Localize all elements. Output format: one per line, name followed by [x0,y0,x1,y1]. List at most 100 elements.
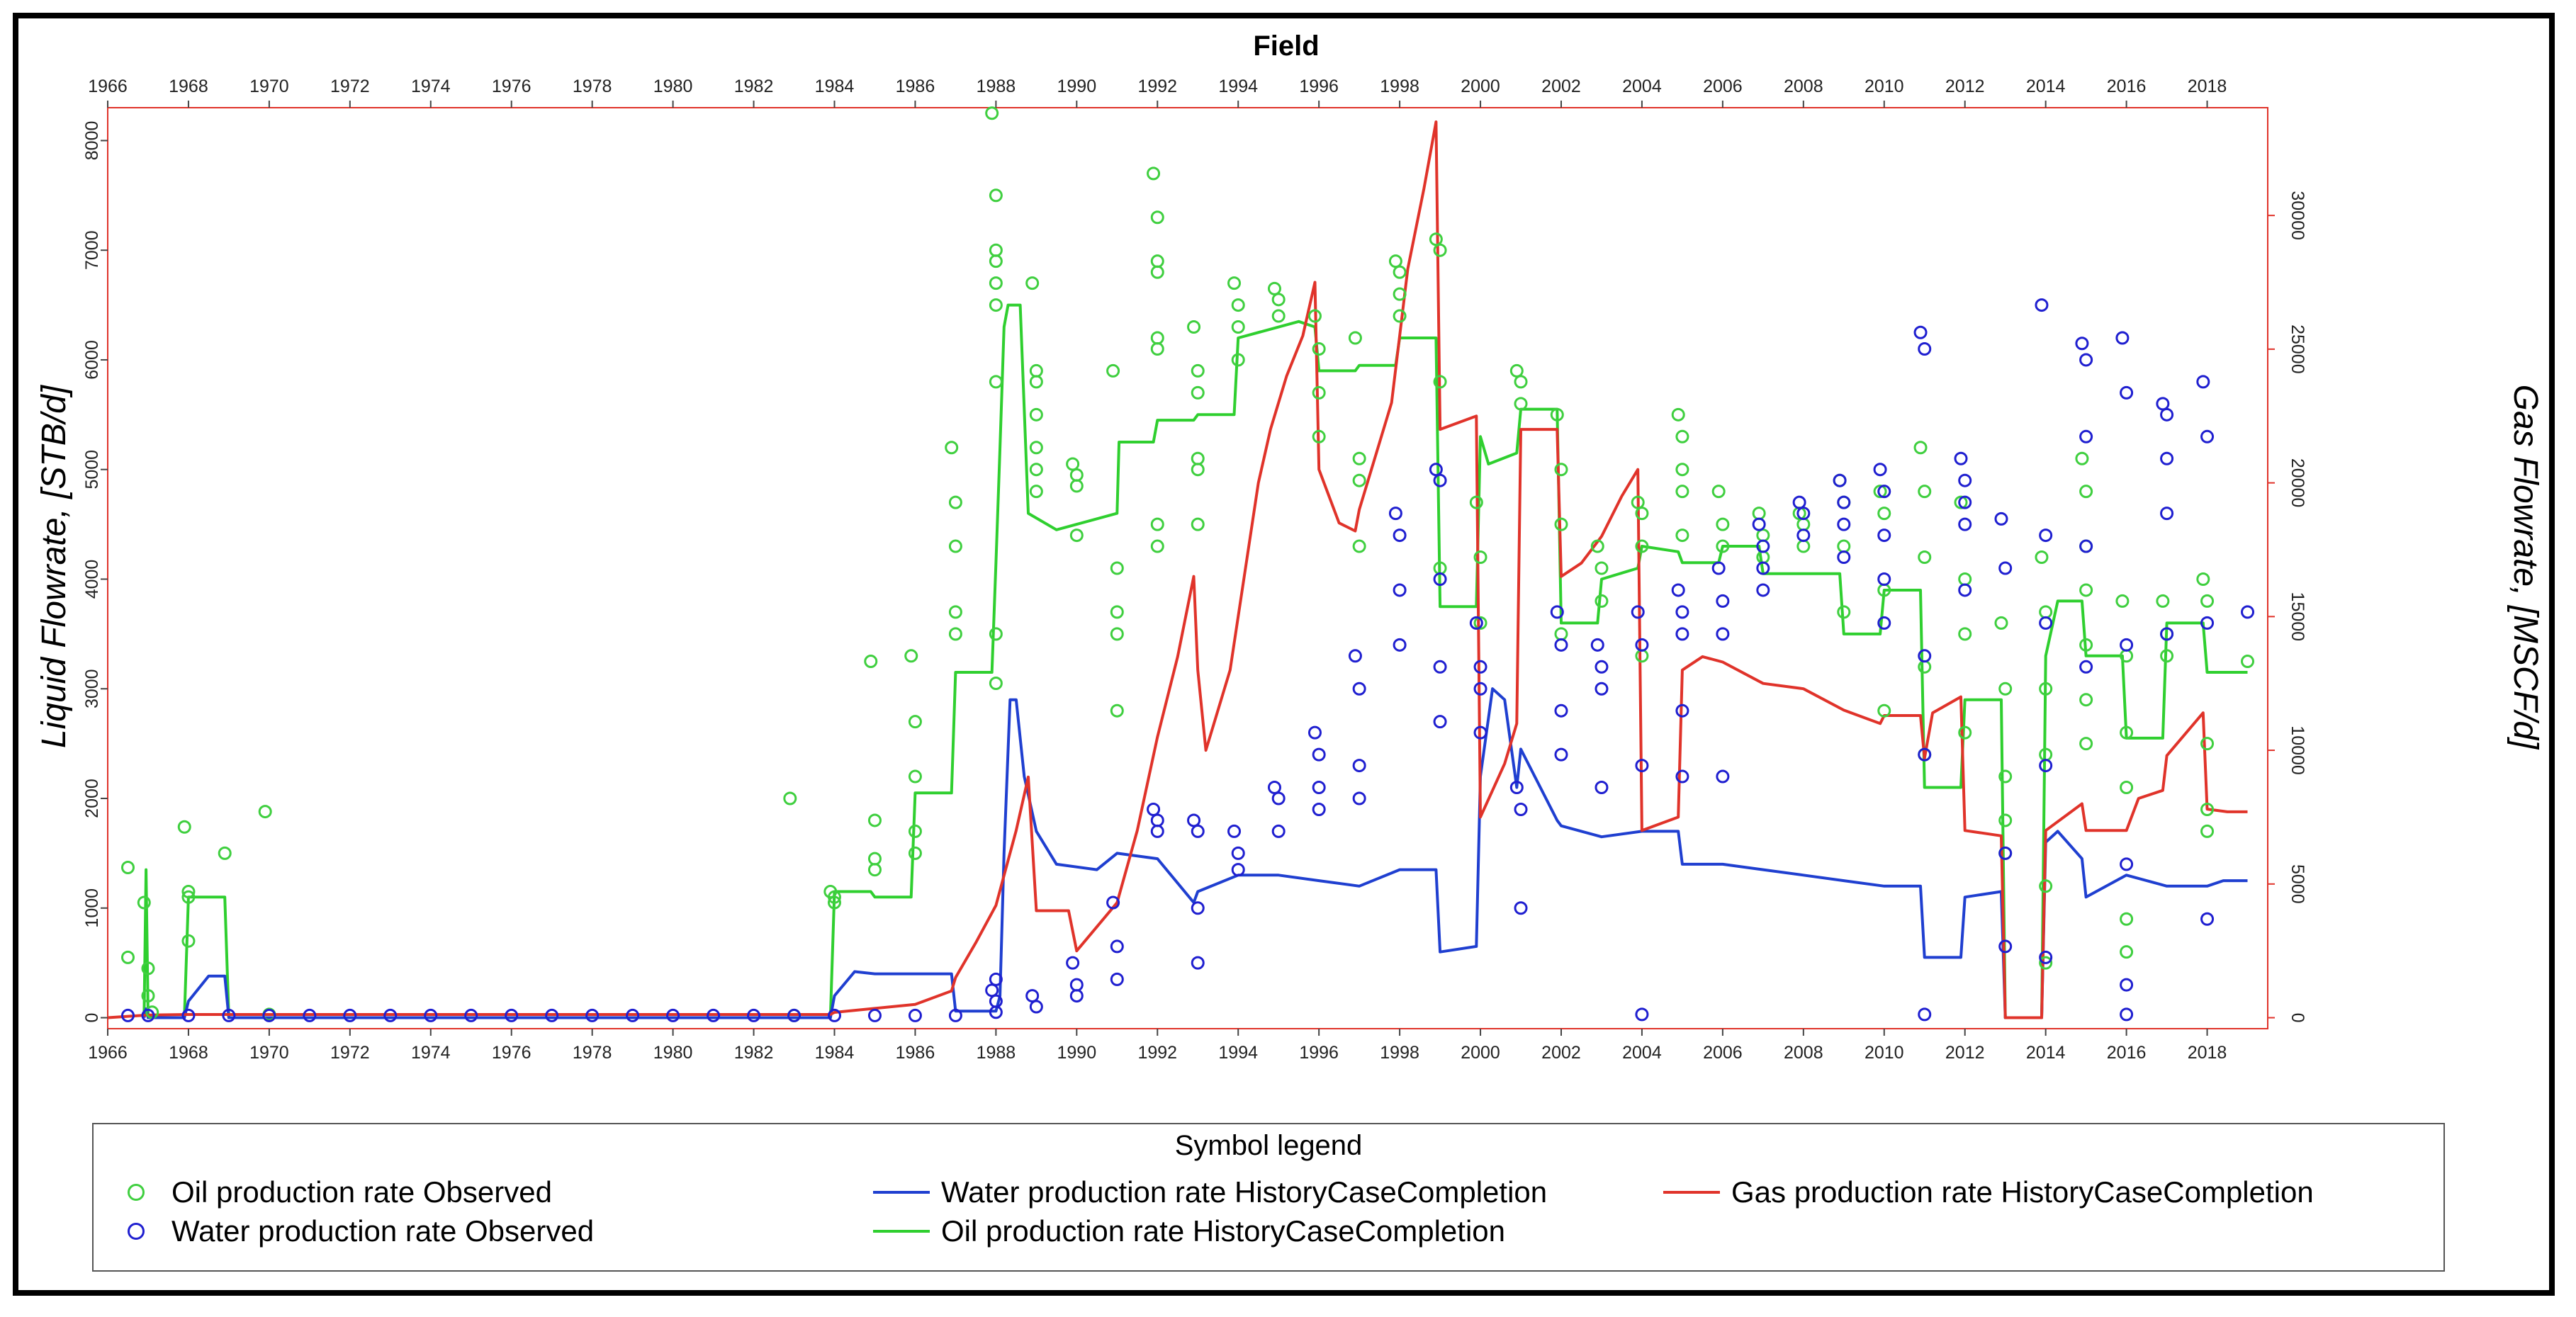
oil-observed-point [1877,507,1891,521]
water-observed-point [1635,759,1649,773]
x-tick-label-bottom: 2000 [1461,1043,1500,1063]
water-observed-point [1877,572,1891,586]
water-observed-point [1110,972,1124,986]
y-tick-label: 0 [82,1013,102,1023]
x-tick-label-top: 1974 [411,77,451,96]
water-observed-point [1473,660,1487,674]
water-observed-point [1554,703,1568,718]
water-observed-point [1110,939,1124,954]
oil-observed-point [1752,507,1766,521]
water-observed-point [989,972,1003,986]
oil-observed-point [1352,451,1366,465]
oil-observed-point [2079,638,2093,652]
water-observed-point [464,1008,478,1022]
water-observed-point [2079,539,2093,553]
oil-observed-point [867,863,882,877]
water-observed-point [1025,989,1040,1003]
x-tick-label-top: 2018 [2188,77,2227,96]
water-observed-point [303,1008,317,1022]
x-tick-label-top: 1972 [330,77,370,96]
water-observed-point [383,1008,398,1022]
x-tick-label-top: 1996 [1299,77,1339,96]
x-tick-label-top: 2000 [1461,77,1500,96]
oil-observed-point [867,852,882,866]
x-tick-label-top: 1968 [169,77,208,96]
oil-observed-point [1594,594,1609,608]
oil-observed-point [989,254,1003,269]
oil-observed-point [989,298,1003,312]
water-observed-point [1393,583,1407,597]
x-tick-label-top: 1998 [1380,77,1419,96]
y2-tick-label: 25000 [2288,324,2307,374]
oil-observed-point [1958,572,1972,586]
water-observed-point [2156,397,2170,411]
y-tick-label: 8000 [82,121,102,161]
oil-observed-point [1590,539,1604,553]
water-observed-point [1348,649,1362,663]
oil-observed-point [827,895,841,910]
water-observed-point [1594,781,1609,795]
water-observed-point [1191,824,1205,838]
x-tick-label-bottom: 2006 [1703,1043,1743,1063]
x-tick-label-bottom: 2012 [1945,1043,1985,1063]
oil-observed-point [989,627,1003,641]
oil-observed-point [1312,385,1326,400]
water-observed-point [1877,616,1891,630]
oil-observed-point [985,106,999,120]
oil-observed-point [1918,550,1932,565]
oil-observed-point [1231,320,1245,334]
x-tick-label-bottom: 1990 [1057,1043,1097,1063]
legend-label: Water production rate HistoryCaseComplet… [941,1175,1548,1209]
water-observed-point [1837,495,1851,509]
oil-observed-point [1514,375,1528,389]
oil-observed-point [1147,166,1161,181]
oil-observed-point [120,950,135,964]
oil-observed-point [2156,594,2170,608]
oil-observed-point [1231,298,1245,312]
water-observed-point [2039,616,2053,630]
water-observed-point [505,1008,519,1022]
water-observed-point [2160,451,2174,465]
oil-observed-point [2120,945,2134,959]
x-tick-label-top: 1966 [88,77,128,96]
water-observed-point [1393,529,1407,543]
oil-observed-point [1756,529,1770,543]
water-observed-point [1433,572,1447,586]
oil-observed-point [181,934,196,948]
water-observed-point [1514,802,1528,816]
x-tick-label-top: 1980 [653,77,693,96]
y-tick-label: 2000 [82,779,102,818]
oil-observed-point [2120,912,2134,926]
y-tick-label: 3000 [82,669,102,708]
x-tick-label-bottom: 2004 [1622,1043,1662,1063]
x-tick-label-bottom: 1984 [815,1043,855,1063]
oil-observed-point [1029,441,1043,455]
oil-observed-point [1509,363,1524,378]
y-axis-label: Liquid Flowrate, [STB/d] [35,384,73,748]
oil-observed-point [1635,539,1649,553]
water-observed-point [1147,802,1161,816]
water-observed-point [2160,627,2174,641]
oil-observed-point [181,885,196,899]
oil-observed-point [218,846,232,860]
x-tick-label-bottom: 1996 [1299,1043,1339,1063]
legend-item-oil-history: Oil production rate HistoryCaseCompletio… [873,1214,1505,1248]
water-observed-point [1352,791,1366,806]
water-observed-point [1998,561,2013,575]
water-observed-point [1069,978,1084,992]
oil-observed-point [1429,232,1443,247]
water-observed-point [1433,715,1447,729]
oil-observed-point [1191,385,1205,400]
water-observed-point [1433,660,1447,674]
water-observed-point [1594,682,1609,696]
oil-observed-point [1918,660,1932,674]
water-history-line [142,687,2248,1019]
water-observed-point [1066,956,1080,970]
y2-tick-label: 15000 [2288,592,2307,642]
water-observed-point [1877,485,1891,499]
water-observed-point [1958,583,1972,597]
x-tick-label-top: 2016 [2107,77,2147,96]
oil-observed-point [1312,341,1326,356]
oil-observed-point [2200,802,2215,816]
